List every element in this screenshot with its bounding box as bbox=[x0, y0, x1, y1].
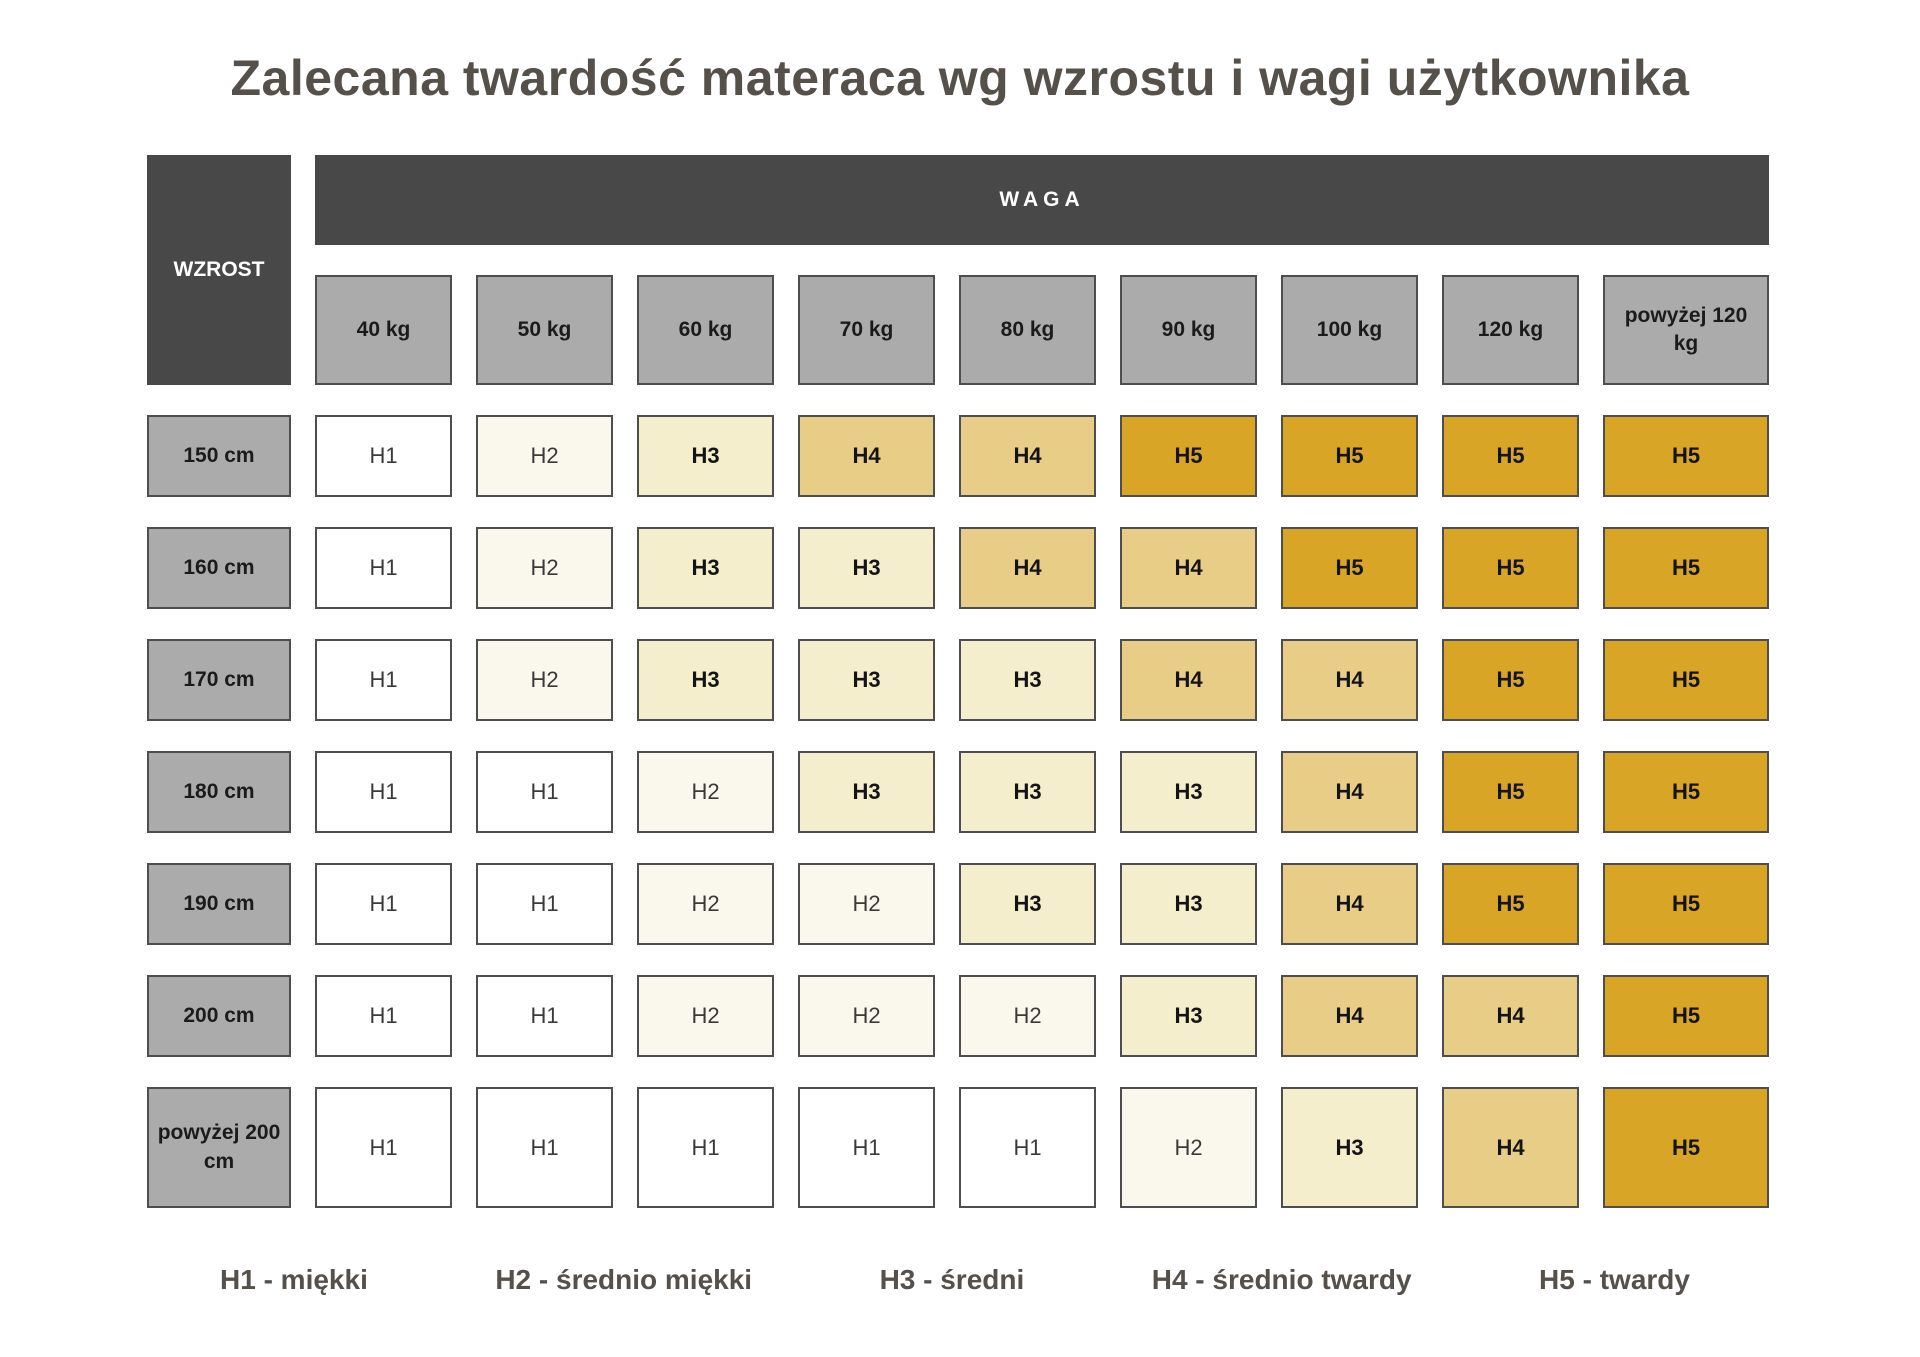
weight-column-header: powyżej 120 kg bbox=[1603, 275, 1769, 385]
firmness-cell: H4 bbox=[1442, 1087, 1579, 1208]
firmness-cell: H3 bbox=[1120, 975, 1257, 1057]
firmness-cell: H3 bbox=[798, 639, 935, 721]
firmness-cell: H5 bbox=[1603, 639, 1769, 721]
firmness-cell: H5 bbox=[1603, 415, 1769, 497]
firmness-cell: H1 bbox=[315, 527, 452, 609]
weight-column-header: 80 kg bbox=[959, 275, 1096, 385]
firmness-cell: H4 bbox=[959, 527, 1096, 609]
firmness-cell: H2 bbox=[959, 975, 1096, 1057]
firmness-cell: H5 bbox=[1442, 415, 1579, 497]
firmness-cell: H3 bbox=[959, 751, 1096, 833]
weight-column-header: 120 kg bbox=[1442, 275, 1579, 385]
firmness-cell: H3 bbox=[1120, 751, 1257, 833]
weight-column-header: 40 kg bbox=[315, 275, 452, 385]
firmness-cell: H5 bbox=[1603, 527, 1769, 609]
firmness-cell: H5 bbox=[1603, 751, 1769, 833]
height-row-label: 190 cm bbox=[147, 863, 291, 945]
firmness-cell: H5 bbox=[1120, 415, 1257, 497]
firmness-cell: H5 bbox=[1281, 527, 1418, 609]
firmness-cell: H2 bbox=[798, 863, 935, 945]
firmness-cell: H5 bbox=[1603, 863, 1769, 945]
firmness-cell: H1 bbox=[637, 1087, 774, 1208]
firmness-cell: H2 bbox=[476, 639, 613, 721]
firmness-cell: H4 bbox=[959, 415, 1096, 497]
firmness-cell: H1 bbox=[476, 975, 613, 1057]
firmness-cell: H1 bbox=[476, 751, 613, 833]
firmness-cell: H4 bbox=[1442, 975, 1579, 1057]
height-row-label: 150 cm bbox=[147, 415, 291, 497]
firmness-cell: H3 bbox=[637, 527, 774, 609]
weight-header-bar: WAGA bbox=[315, 155, 1769, 245]
firmness-cell: H4 bbox=[1120, 639, 1257, 721]
firmness-cell: H2 bbox=[637, 975, 774, 1057]
firmness-cell: H5 bbox=[1442, 527, 1579, 609]
firmness-cell: H3 bbox=[637, 639, 774, 721]
firmness-cell: H5 bbox=[1442, 863, 1579, 945]
firmness-cell: H3 bbox=[959, 639, 1096, 721]
height-header-cell: WZROST bbox=[147, 155, 291, 385]
firmness-cell: H5 bbox=[1442, 639, 1579, 721]
firmness-cell: H3 bbox=[798, 527, 935, 609]
height-row-label: 170 cm bbox=[147, 639, 291, 721]
legend-item: H5 - twardy bbox=[1539, 1264, 1690, 1295]
firmness-cell: H1 bbox=[476, 863, 613, 945]
height-row-label: powyżej 200 cm bbox=[147, 1087, 291, 1208]
firmness-cell: H5 bbox=[1603, 975, 1769, 1057]
firmness-cell: H1 bbox=[315, 863, 452, 945]
height-row-label: 180 cm bbox=[147, 751, 291, 833]
firmness-cell: H4 bbox=[1281, 863, 1418, 945]
weight-column-header: 50 kg bbox=[476, 275, 613, 385]
page-title: Zalecana twardość materaca wg wzrostu i … bbox=[230, 50, 1690, 106]
height-row-label: 160 cm bbox=[147, 527, 291, 609]
firmness-cell: H5 bbox=[1603, 1087, 1769, 1208]
legend-item: H3 - średni bbox=[879, 1264, 1025, 1295]
legend-item: H2 - średnio miękki bbox=[495, 1264, 753, 1295]
firmness-cell: H2 bbox=[476, 527, 613, 609]
weight-column-header: 100 kg bbox=[1281, 275, 1418, 385]
firmness-cell: H5 bbox=[1442, 751, 1579, 833]
weight-column-header: 70 kg bbox=[798, 275, 935, 385]
firmness-cell: H1 bbox=[959, 1087, 1096, 1208]
firmness-cell: H4 bbox=[1281, 639, 1418, 721]
firmness-cell: H4 bbox=[1281, 975, 1418, 1057]
firmness-cell: H3 bbox=[798, 751, 935, 833]
firmness-cell: H1 bbox=[315, 1087, 452, 1208]
firmness-cell: H2 bbox=[1120, 1087, 1257, 1208]
firmness-cell: H1 bbox=[476, 1087, 613, 1208]
firmness-cell: H1 bbox=[315, 415, 452, 497]
firmness-cell: H3 bbox=[1281, 1087, 1418, 1208]
weight-column-header: 60 kg bbox=[637, 275, 774, 385]
firmness-cell: H4 bbox=[1120, 527, 1257, 609]
firmness-cell: H2 bbox=[798, 975, 935, 1057]
firmness-cell: H4 bbox=[798, 415, 935, 497]
firmness-cell: H2 bbox=[637, 863, 774, 945]
height-row-label: 200 cm bbox=[147, 975, 291, 1057]
firmness-cell: H2 bbox=[476, 415, 613, 497]
legend-item: H1 - miękki bbox=[220, 1264, 368, 1295]
firmness-cell: H1 bbox=[798, 1087, 935, 1208]
firmness-cell: H5 bbox=[1281, 415, 1418, 497]
firmness-cell: H3 bbox=[959, 863, 1096, 945]
firmness-cell: H3 bbox=[637, 415, 774, 497]
firmness-cell: H4 bbox=[1281, 751, 1418, 833]
firmness-cell: H3 bbox=[1120, 863, 1257, 945]
firmness-cell: H2 bbox=[637, 751, 774, 833]
firmness-cell: H1 bbox=[315, 639, 452, 721]
firmness-table: WZROST WAGA 40 kg 50 kg 60 kg 70 kg 80 kg 90 … bbox=[147, 155, 1769, 1208]
weight-column-header: 90 kg bbox=[1120, 275, 1257, 385]
firmness-cell: H1 bbox=[315, 751, 452, 833]
legend: H1 - miękki H2 - średnio miękki H3 - średn… bbox=[220, 1264, 1690, 1296]
firmness-cell: H1 bbox=[315, 975, 452, 1057]
legend-item: H4 - średnio twardy bbox=[1151, 1264, 1412, 1295]
